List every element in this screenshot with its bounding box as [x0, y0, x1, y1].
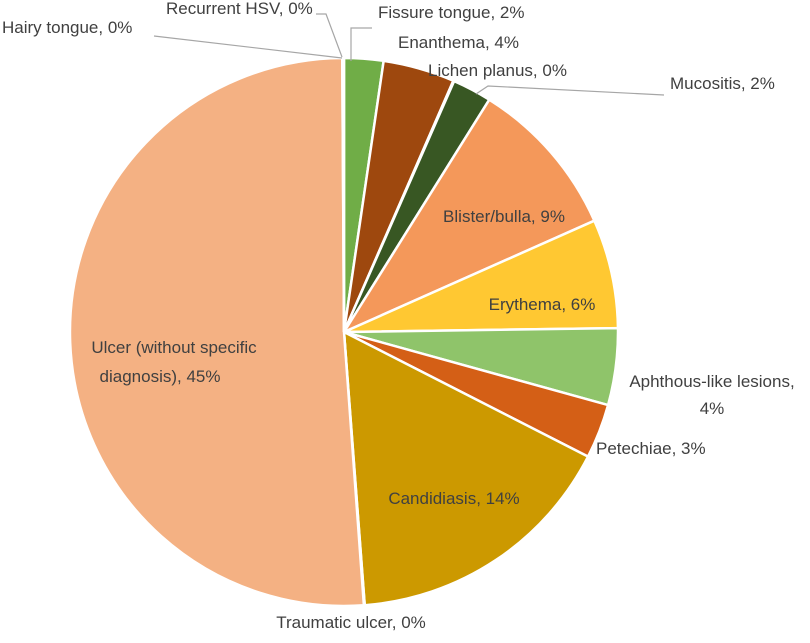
slice-label-2: Lichen planus, 0% — [428, 61, 567, 80]
slice-label-6: Aphthous-like lesions, 4% — [629, 372, 794, 418]
pie-slices — [68, 56, 620, 608]
slice-label-11: Hairy tongue, 0% — [2, 18, 132, 37]
leader-line-0 — [350, 27, 372, 61]
pie-slice-4 — [340, 97, 597, 335]
leader-line-12 — [316, 13, 343, 58]
pie-slice-10 — [68, 56, 366, 608]
leader-line-3 — [475, 85, 665, 96]
slice-label-3: Mucositis, 2% — [670, 74, 775, 93]
leader-lines — [153, 13, 665, 96]
pie-slice-8 — [342, 329, 590, 607]
slice-label-5: Erythema, 6% — [489, 295, 596, 314]
slice-label-7: Petechiae, 3% — [596, 439, 706, 458]
slice-label-8: Candidiasis, 14% — [388, 489, 519, 508]
slice-label-12: Recurrent HSV, 0% — [166, 0, 313, 18]
pie-slice-5 — [343, 219, 620, 334]
slice-labels: Fissure tongue, 2% Enanthema, 4% Lichen pl… — [2, 0, 795, 632]
slice-label-10: Ulcer (without specific diagnosis), 45% — [91, 338, 257, 386]
slice-label-9: Traumatic ulcer, 0% — [276, 613, 426, 632]
slice-label-0: Fissure tongue, 2% — [378, 3, 524, 22]
slice-label-4: Blister/bulla, 9% — [443, 207, 565, 226]
leader-line-11 — [153, 35, 343, 59]
slice-label-1: Enanthema, 4% — [398, 33, 519, 52]
pie-slice-12 — [341, 56, 346, 333]
